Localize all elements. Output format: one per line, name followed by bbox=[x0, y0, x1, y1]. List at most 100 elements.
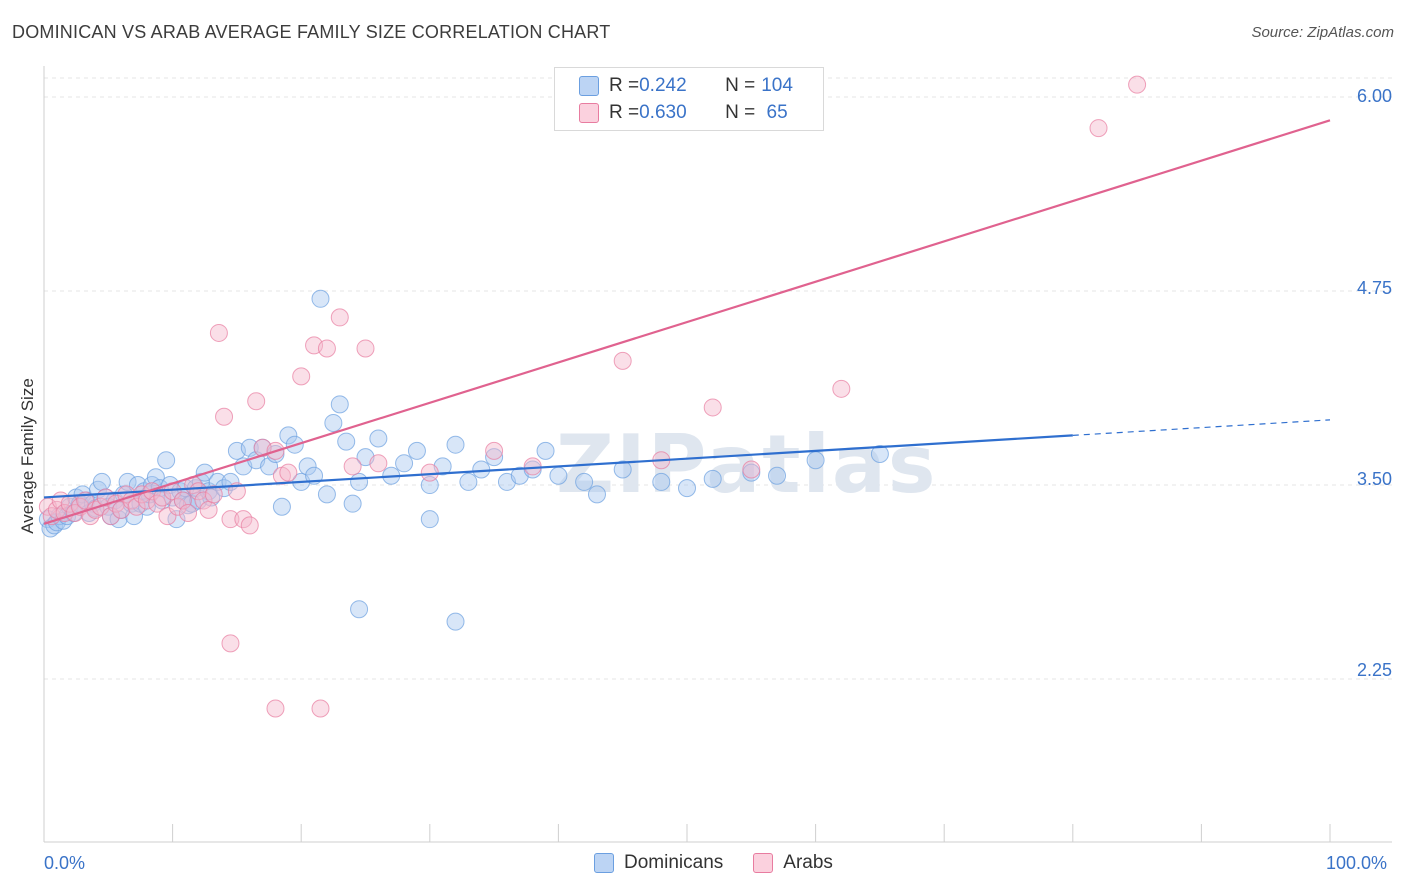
arabs-trend-line bbox=[43, 119, 1331, 525]
dominicans-point bbox=[575, 472, 594, 491]
n-value: 104 bbox=[761, 75, 793, 96]
dominicans-point bbox=[536, 441, 555, 460]
arabs-point bbox=[215, 407, 234, 426]
y-axis-title: Average Family Size bbox=[18, 378, 37, 534]
arabs-point bbox=[266, 699, 285, 718]
arabs-point bbox=[317, 339, 336, 358]
dominicans-swatch bbox=[594, 853, 614, 873]
arabs-point bbox=[311, 699, 330, 718]
arabs-point bbox=[523, 457, 542, 476]
dominicans-point bbox=[92, 472, 111, 491]
arabs-point bbox=[247, 392, 266, 411]
dominicans-point bbox=[652, 472, 671, 491]
watermark: ZIPatlas bbox=[556, 418, 938, 511]
dominicans-point bbox=[613, 460, 632, 479]
dominicans-point bbox=[343, 494, 362, 513]
arabs-point bbox=[209, 323, 228, 342]
dominicans-point bbox=[369, 429, 388, 448]
arabs-point bbox=[832, 379, 851, 398]
dominicans-point bbox=[311, 289, 330, 308]
legend-label: Dominicans bbox=[624, 852, 724, 873]
arabs-point bbox=[742, 460, 761, 479]
n-value: 65 bbox=[761, 102, 788, 123]
arabs-point bbox=[485, 441, 504, 460]
dominicans-point bbox=[317, 485, 336, 504]
x-tick-label-min: 0.0% bbox=[44, 853, 86, 873]
series-legend: Dominicans Arabs bbox=[594, 852, 863, 874]
dominicans-point bbox=[157, 451, 176, 470]
dominicans-point bbox=[350, 472, 369, 491]
dominicans-point bbox=[407, 441, 426, 460]
dominicans-point bbox=[272, 497, 291, 516]
arabs-point bbox=[153, 488, 172, 507]
arabs-point bbox=[1128, 75, 1147, 94]
dominicans-point bbox=[806, 451, 825, 470]
dominicans-point bbox=[703, 469, 722, 488]
dominicans-trend-extension bbox=[1072, 419, 1331, 436]
n-label: N = bbox=[725, 102, 756, 123]
dominicans-point bbox=[337, 432, 356, 451]
r-value: 0.242 bbox=[639, 75, 687, 96]
arabs-point bbox=[369, 454, 388, 473]
dominicans-point bbox=[678, 479, 696, 498]
stats-legend: R = 0.242 N = 104 R = 0.630 N = 65 bbox=[554, 67, 824, 131]
dominicans-point bbox=[420, 476, 439, 495]
r-label: R = bbox=[609, 102, 640, 123]
chart-title: DOMINICAN VS ARAB AVERAGE FAMILY SIZE CO… bbox=[12, 22, 611, 42]
dominicans-point bbox=[472, 460, 491, 479]
arabs-point bbox=[703, 398, 722, 417]
dominicans-point bbox=[549, 466, 568, 485]
dominicans-point bbox=[324, 413, 343, 432]
arabs-point bbox=[343, 457, 362, 476]
legend-item-dominicans[interactable]: Dominicans bbox=[594, 852, 723, 874]
r-label: R = bbox=[609, 75, 640, 96]
dominicans-point bbox=[587, 485, 606, 504]
y-tick-label: 2.25 bbox=[1356, 660, 1392, 680]
arabs-swatch bbox=[579, 103, 599, 123]
n-label: N = bbox=[725, 75, 756, 96]
arabs-point bbox=[292, 367, 311, 386]
arabs-point bbox=[194, 491, 213, 510]
arabs-point bbox=[356, 339, 375, 358]
arabs-point bbox=[158, 507, 177, 526]
r-value: 0.630 bbox=[639, 102, 687, 123]
dominicans-point bbox=[446, 612, 465, 631]
arabs-point bbox=[240, 516, 259, 535]
y-tick-label: 6.00 bbox=[1356, 86, 1392, 106]
source-attribution: Source: ZipAtlas.com bbox=[1251, 24, 1394, 41]
arabs-point bbox=[179, 503, 198, 522]
arabs-swatch bbox=[753, 853, 774, 873]
arabs-point bbox=[199, 500, 218, 519]
dominicans-point bbox=[350, 600, 369, 619]
dominicans-point bbox=[279, 426, 298, 445]
dominicans-point bbox=[459, 472, 478, 491]
y-tick-label: 3.50 bbox=[1356, 469, 1392, 489]
x-tick-label-max: 100.0% bbox=[1326, 853, 1388, 873]
arabs-point bbox=[330, 308, 349, 327]
dominicans-point bbox=[870, 445, 889, 463]
arabs-point bbox=[279, 463, 298, 482]
legend-label: Arabs bbox=[783, 852, 833, 873]
arabs-point bbox=[613, 351, 632, 370]
stats-legend-row-dominicans: R = 0.242 N = 104 bbox=[579, 74, 793, 98]
arabs-point bbox=[420, 463, 439, 482]
arabs-point bbox=[221, 510, 240, 529]
arabs-point bbox=[221, 634, 240, 653]
dominicans-swatch bbox=[579, 76, 599, 96]
dominicans-point bbox=[446, 435, 465, 454]
dominicans-point bbox=[395, 454, 414, 473]
dominicans-point bbox=[485, 448, 504, 467]
dominicans-point bbox=[330, 395, 349, 414]
dominicans-trend-line bbox=[43, 434, 1073, 499]
arabs-point bbox=[1089, 119, 1108, 138]
dominicans-point bbox=[146, 468, 165, 487]
dominicans-point bbox=[420, 510, 439, 529]
dominicans-point bbox=[768, 466, 787, 485]
legend-item-arabs[interactable]: Arabs bbox=[753, 852, 833, 874]
stats-legend-row-arabs: R = 0.630 N = 65 bbox=[579, 101, 788, 125]
y-tick-label: 4.75 bbox=[1356, 278, 1392, 298]
dominicans-point bbox=[298, 457, 317, 476]
arabs-point bbox=[55, 503, 74, 522]
arabs-point bbox=[204, 485, 223, 504]
